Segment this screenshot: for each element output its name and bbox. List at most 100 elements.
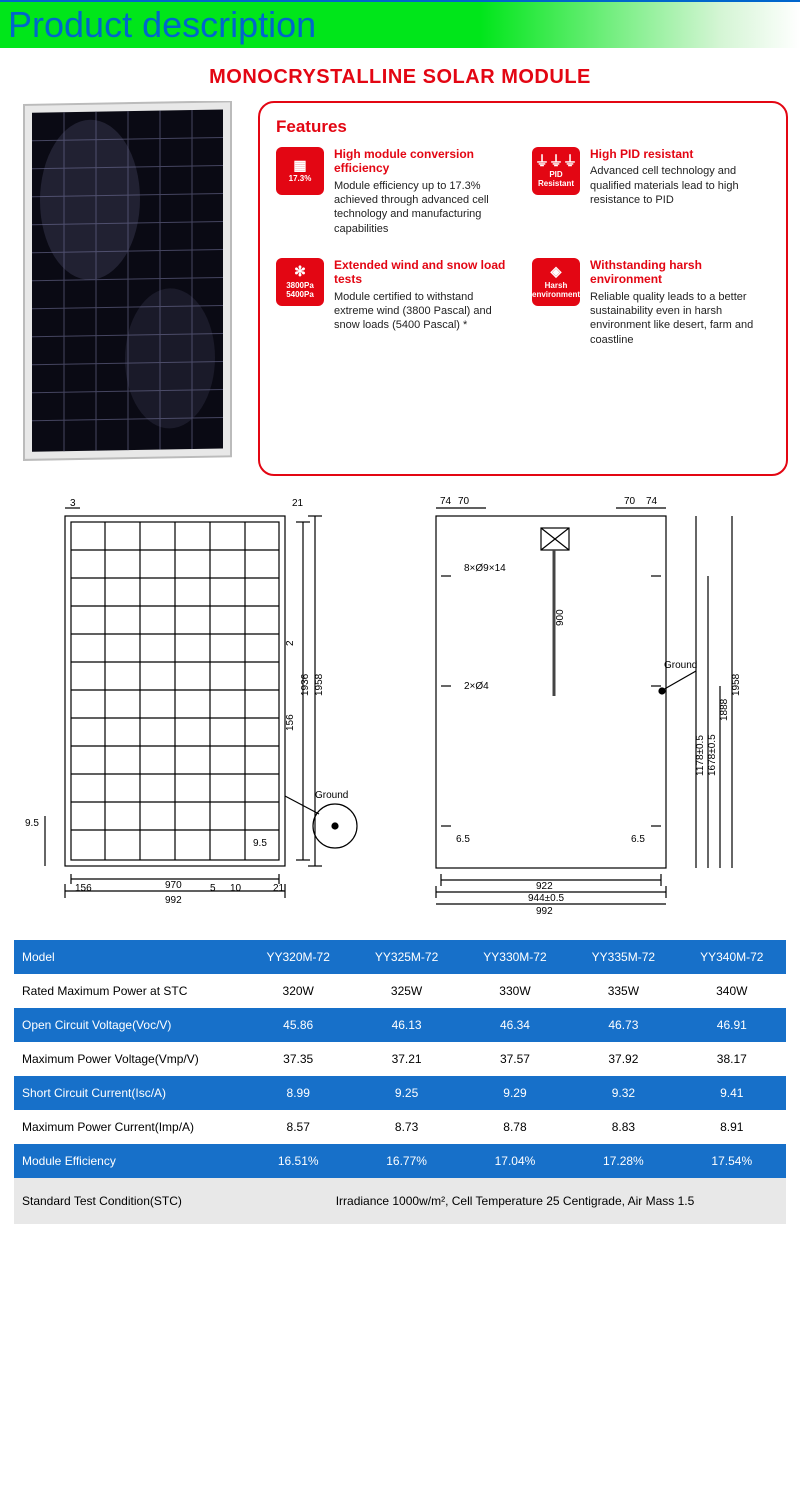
svg-text:1958: 1958 (731, 673, 742, 696)
svg-text:9.5: 9.5 (253, 838, 267, 849)
top-section: Features ▦17.3% High module conversion e… (0, 101, 800, 476)
table-cell: 325W (352, 974, 460, 1008)
table-cell: Module Efficiency (14, 1144, 244, 1178)
table-cell: Open Circuit Voltage(Voc/V) (14, 1008, 244, 1042)
svg-text:992: 992 (536, 906, 553, 916)
table-cell: Maximum Power Voltage(Vmp/V) (14, 1042, 244, 1076)
efficiency-icon: ▦17.3% (276, 147, 324, 195)
table-cell: 37.92 (569, 1042, 677, 1076)
svg-text:21: 21 (273, 883, 285, 894)
wind-icon: ✻3800Pa 5400Pa (276, 258, 324, 306)
svg-text:Ground: Ground (315, 790, 348, 801)
table-cell: 38.17 (678, 1042, 786, 1076)
feature-title: High module conversion efficiency (334, 147, 514, 176)
table-cell: 330W (461, 974, 569, 1008)
feature-efficiency: ▦17.3% High module conversion efficiency… (276, 147, 514, 236)
feature-desc: Module certified to withstand extreme wi… (334, 290, 514, 333)
table-cell: 37.57 (461, 1042, 569, 1076)
table-cell: YY340M-72 (678, 940, 786, 974)
table-cell: 8.57 (244, 1110, 352, 1144)
table-cell: 9.29 (461, 1076, 569, 1110)
table-cell: 8.83 (569, 1110, 677, 1144)
table-cell: 46.34 (461, 1008, 569, 1042)
table-cell: 8.99 (244, 1076, 352, 1110)
svg-text:5: 5 (210, 883, 216, 894)
table-row: Short Circuit Current(Isc/A)8.999.259.29… (14, 1076, 786, 1110)
table-cell: YY330M-72 (461, 940, 569, 974)
table-row: Rated Maximum Power at STC320W325W330W33… (14, 974, 786, 1008)
table-cell: 335W (569, 974, 677, 1008)
table-cell: 8.73 (352, 1110, 460, 1144)
table-cell: 46.91 (678, 1008, 786, 1042)
table-cell: 37.21 (352, 1042, 460, 1076)
table-cell: Short Circuit Current(Isc/A) (14, 1076, 244, 1110)
table-row: Open Circuit Voltage(Voc/V)45.8646.1346.… (14, 1008, 786, 1042)
svg-text:6.5: 6.5 (456, 834, 470, 845)
svg-text:21: 21 (292, 498, 304, 509)
table-cell: Rated Maximum Power at STC (14, 974, 244, 1008)
front-diagram: 3 9.5 9.5 21 21 5 10 156 156 2 970 992 1… (15, 496, 385, 916)
svg-text:70: 70 (458, 496, 470, 507)
svg-text:1958: 1958 (314, 673, 325, 696)
page-title: Product description (8, 4, 792, 46)
svg-text:2×Ø4: 2×Ø4 (464, 681, 489, 692)
svg-text:944±0.5: 944±0.5 (528, 893, 565, 904)
table-cell: 320W (244, 974, 352, 1008)
solar-panel-svg (20, 101, 235, 471)
feature-title: High PID resistant (590, 147, 770, 161)
svg-text:1178±0.5: 1178±0.5 (695, 735, 706, 776)
svg-text:70: 70 (624, 496, 636, 507)
spec-table: ModelYY320M-72YY325M-72YY330M-72YY335M-7… (14, 940, 786, 1224)
svg-text:6.5: 6.5 (631, 834, 645, 845)
feature-harsh: ◈Harsh environment Withstanding harsh en… (532, 258, 770, 347)
svg-text:1888: 1888 (719, 698, 730, 721)
svg-text:Ground: Ground (664, 660, 697, 671)
table-cell: 8.78 (461, 1110, 569, 1144)
table-row: ModelYY320M-72YY325M-72YY330M-72YY335M-7… (14, 940, 786, 974)
svg-text:74: 74 (440, 496, 452, 507)
table-cell: YY320M-72 (244, 940, 352, 974)
features-heading: Features (276, 117, 770, 137)
pid-icon: ⏚⏚⏚PID Resistant (532, 147, 580, 195)
svg-text:2: 2 (285, 640, 296, 646)
table-cell: YY335M-72 (569, 940, 677, 974)
feature-desc: Advanced cell technology and qualified m… (590, 164, 770, 207)
svg-text:156: 156 (285, 714, 296, 731)
svg-text:922: 922 (536, 881, 553, 892)
back-diagram: 74 70 70 74 8×Ø9×14 2×Ø4 6.5 6.5 900 117… (406, 496, 786, 916)
table-cell: 8.91 (678, 1110, 786, 1144)
table-cell: 46.13 (352, 1008, 460, 1042)
feature-title: Withstanding harsh environment (590, 258, 770, 287)
table-cell: YY325M-72 (352, 940, 460, 974)
feature-pid: ⏚⏚⏚PID Resistant High PID resistant Advan… (532, 147, 770, 236)
harsh-icon: ◈Harsh environment (532, 258, 580, 306)
table-row: Maximum Power Voltage(Vmp/V)37.3537.2137… (14, 1042, 786, 1076)
feature-title: Extended wind and snow load tests (334, 258, 514, 287)
header-bar: Product description (0, 0, 800, 48)
table-cell: 9.32 (569, 1076, 677, 1110)
feature-desc: Module efficiency up to 17.3% achieved t… (334, 179, 514, 236)
table-cell: 16.77% (352, 1144, 460, 1178)
feature-wind: ✻3800Pa 5400Pa Extended wind and snow lo… (276, 258, 514, 347)
stc-label: Standard Test Condition(STC) (14, 1178, 244, 1224)
product-title: MONOCRYSTALLINE SOLAR MODULE (0, 66, 800, 89)
table-row: Maximum Power Current(Imp/A)8.578.738.78… (14, 1110, 786, 1144)
table-cell: 45.86 (244, 1008, 352, 1042)
table-cell: Model (14, 940, 244, 974)
svg-text:9.5: 9.5 (25, 818, 39, 829)
table-cell: 9.25 (352, 1076, 460, 1110)
features-box: Features ▦17.3% High module conversion e… (258, 101, 788, 476)
table-cell: Maximum Power Current(Imp/A) (14, 1110, 244, 1144)
table-cell: 17.28% (569, 1144, 677, 1178)
table-cell: 340W (678, 974, 786, 1008)
table-cell: 9.41 (678, 1076, 786, 1110)
table-cell: 46.73 (569, 1008, 677, 1042)
table-row: Module Efficiency16.51%16.77%17.04%17.28… (14, 1144, 786, 1178)
solar-panel-image (20, 101, 240, 476)
table-cell: 17.04% (461, 1144, 569, 1178)
svg-text:992: 992 (165, 895, 182, 906)
stc-row: Standard Test Condition(STC)Irradiance 1… (14, 1178, 786, 1224)
svg-text:1936: 1936 (300, 673, 311, 696)
features-grid: ▦17.3% High module conversion efficiency… (276, 147, 770, 347)
table-cell: 16.51% (244, 1144, 352, 1178)
